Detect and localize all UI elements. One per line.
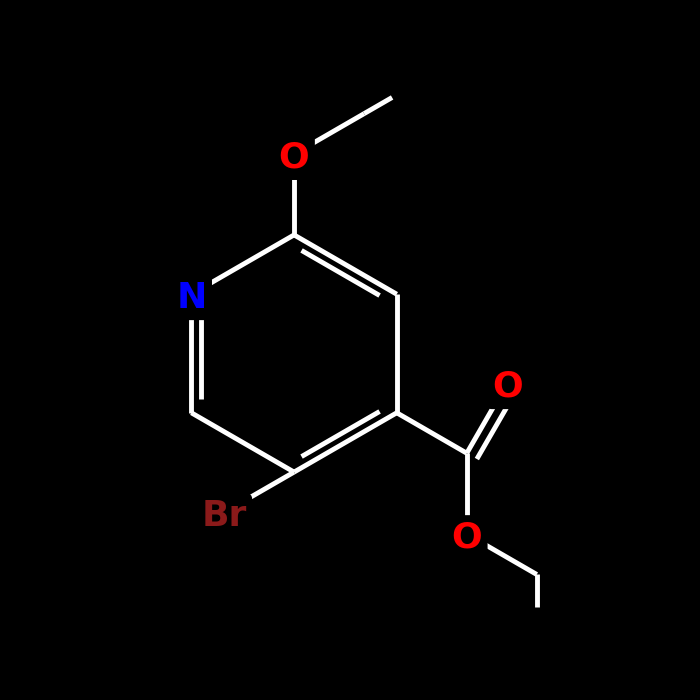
Text: N: N — [176, 281, 206, 315]
Text: O: O — [279, 141, 309, 174]
Text: O: O — [492, 370, 523, 404]
Text: O: O — [452, 521, 482, 554]
Text: Br: Br — [202, 499, 246, 533]
